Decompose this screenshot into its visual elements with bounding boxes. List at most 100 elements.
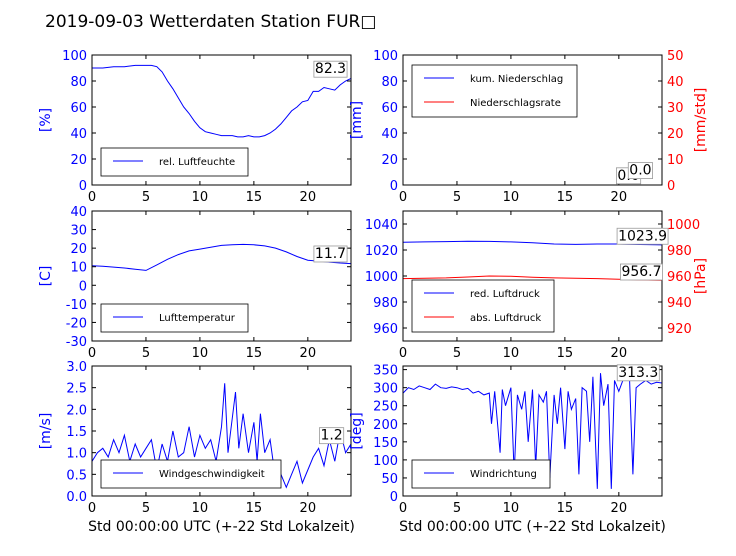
x-tick-label: 15 (557, 501, 574, 516)
x-tick-label: 20 (611, 190, 628, 205)
panel-pressure: 0 5 10 15 2096098010001020104092094096098010… (365, 210, 709, 361)
legend-label: kum. Niederschlag (470, 74, 563, 85)
legend-label: red. Luftdruck (470, 289, 540, 300)
legend-box (100, 147, 249, 177)
y-tick-label: 1.5 (66, 425, 87, 440)
x-tick-label: 10 (503, 501, 520, 516)
y-tick-label: 20 (70, 242, 87, 257)
x-tick-label: 0 (88, 190, 96, 205)
y-tick-label: 80 (381, 75, 398, 90)
y-tick-label: 40 (70, 127, 87, 142)
x-tick-label: 15 (246, 501, 263, 516)
value-annotation-box (627, 162, 653, 180)
y-tick-label: -10 (66, 298, 87, 313)
x-tick-label: 15 (557, 190, 574, 205)
series-line-humidity-0 (92, 64, 351, 138)
x-tick-label: 5 (453, 346, 461, 361)
x-axis-label: Std 00:00:00 UTC (+-22 Std Lokalzeit) (399, 519, 666, 535)
y-right-tick-label: 960 (667, 270, 692, 285)
x-tick-label: 5 (453, 501, 461, 516)
y-tick-label: 10 (70, 261, 87, 276)
y-tick-label: -30 (66, 335, 87, 350)
x-tick-label: 10 (503, 190, 520, 205)
panel-windspeed: 0 5 10 15 20 0.0 0.5 1.0 1.5 2.0 2.5 3.0 [m/s] Std 00… (38, 360, 355, 535)
value-annotation: 956.7 (621, 264, 661, 280)
value-annotation-box (620, 263, 663, 281)
legend-label: Windgeschwindigkeit (159, 469, 265, 480)
y-tick-label: 100 (62, 49, 87, 64)
series-line-temperature-0 (92, 243, 351, 271)
x-tick-label: 10 (503, 346, 520, 361)
y-tick-label: 1.0 (66, 447, 87, 462)
y-tick-label: 20 (381, 153, 398, 168)
y-axis-label: [m/s] (38, 413, 54, 450)
y-right-tick-label: 920 (667, 322, 692, 337)
y-axis-label: [mm] (349, 101, 365, 139)
y-tick-label: 1040 (365, 218, 398, 233)
value-annotation-box (313, 60, 348, 78)
y-tick-label: 0 (390, 490, 398, 505)
legend-label: abs. Luftdruck (470, 313, 541, 324)
x-tick-label: 5 (453, 190, 461, 205)
legend-box (411, 459, 551, 489)
value-annotation: 82.3 (315, 61, 346, 77)
x-tick-label: 15 (557, 346, 574, 361)
panel-humidity: 0 5 10 15 20 0 20 40 60 80 100 [%] 82.3 rel. Luftfeuc… (38, 49, 352, 205)
x-tick-label: 10 (192, 501, 209, 516)
legend-label: Lufttemperatur (159, 313, 236, 324)
legend-label: rel. Luftfeuchte (159, 157, 235, 168)
y-tick-label: 200 (373, 418, 398, 433)
y-right-tick-label: 940 (667, 296, 692, 311)
series-line-pressure-1 (403, 275, 662, 281)
value-annotation: 11.7 (315, 246, 346, 262)
axes-frame (402, 54, 663, 186)
x-tick-label: 10 (192, 190, 209, 205)
x-tick-label: 0 (399, 346, 407, 361)
y-tick-label: 350 (373, 364, 398, 379)
x-tick-label: 15 (246, 190, 263, 205)
x-tick-label: 5 (142, 501, 150, 516)
y-tick-label: 3.0 (66, 360, 87, 375)
x-tick-label: 20 (611, 346, 628, 361)
y-right-tick-label: 0 (667, 179, 675, 194)
y-right-tick-label: 50 (667, 49, 684, 64)
axes-frame (402, 365, 663, 497)
series-line-winddir-0 (403, 373, 662, 489)
y-axis-label: [C] (38, 266, 54, 287)
y-tick-label: 960 (373, 322, 398, 337)
y-tick-label: 100 (373, 454, 398, 469)
y-tick-label: 1000 (365, 270, 398, 285)
y-tick-label: 60 (70, 101, 87, 116)
y-tick-label: 2.0 (66, 403, 87, 418)
y-tick-label: 150 (373, 436, 398, 451)
x-tick-label: 5 (142, 346, 150, 361)
x-tick-label: 0 (88, 346, 96, 361)
value-annotation-box (616, 364, 660, 382)
value-annotation: 0.0 (629, 163, 651, 179)
y-tick-label: 2.5 (66, 382, 87, 397)
y-tick-label: 30 (70, 224, 87, 239)
y-tick-label: 0.5 (66, 468, 87, 483)
value-annotation-box (313, 245, 348, 263)
y-right-tick-label: 40 (667, 75, 684, 90)
legend-label: Niederschlagsrate (470, 98, 561, 109)
y-tick-label: 50 (381, 472, 398, 487)
x-axis-label: Std 00:00:00 UTC (+-22 Std Lokalzeit) (88, 519, 355, 535)
y-right-tick-label: 1000 (667, 218, 700, 233)
panel-temperature: 0 5 10 15 20 -30 -20 -10 0 10 20 30 40 [C] 11.7 Lufttem… (38, 205, 352, 361)
value-annotation-box (319, 427, 345, 445)
y-axis-label: [deg] (349, 412, 365, 449)
x-tick-label: 20 (300, 190, 317, 205)
y-tick-label: 80 (70, 75, 87, 90)
x-tick-label: 20 (300, 346, 317, 361)
x-tick-label: 15 (246, 346, 263, 361)
y-tick-label: 1020 (365, 244, 398, 259)
x-tick-label: 5 (142, 190, 150, 205)
y-axis-label: [%] (38, 108, 54, 132)
y-tick-label: 300 (373, 382, 398, 397)
value-annotation: 313.3 (618, 365, 658, 381)
y-tick-label: 40 (381, 127, 398, 142)
